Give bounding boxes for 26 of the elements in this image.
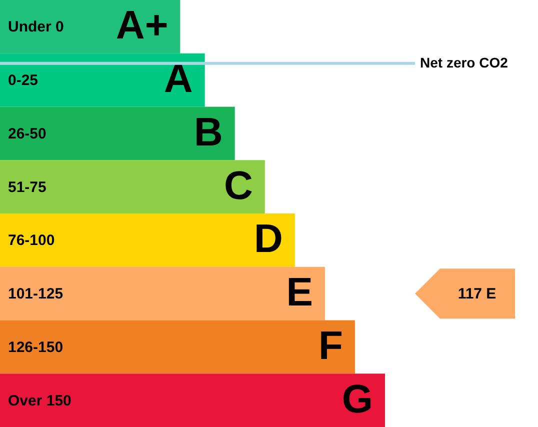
bar xyxy=(0,0,180,54)
bar xyxy=(0,106,235,160)
annotation: G xyxy=(342,377,373,422)
y-tick-label: 101-125 xyxy=(8,286,64,303)
y-tick-label: 0-25 xyxy=(8,72,38,90)
bar xyxy=(0,374,385,427)
bar xyxy=(0,266,325,320)
bar xyxy=(0,214,295,267)
bar xyxy=(0,160,265,214)
y-tick-label: 26-50 xyxy=(8,125,46,142)
y-tick-label: 126-150 xyxy=(8,338,64,356)
annotation: A xyxy=(164,57,193,102)
annotation: C xyxy=(224,164,253,208)
y-tick-label: Over 150 xyxy=(8,392,72,410)
ref-line-label: Net zero CO2 xyxy=(420,54,508,70)
text: 117 E xyxy=(458,286,496,303)
annotation: D xyxy=(254,217,283,262)
annotation: B xyxy=(194,110,223,154)
y-tick-label: 51-75 xyxy=(8,178,46,196)
annotation: A+ xyxy=(116,4,168,48)
y-tick-label: Under 0 xyxy=(8,18,64,36)
annotation: E xyxy=(286,270,313,315)
annotation: F xyxy=(318,324,343,368)
bar xyxy=(0,320,355,374)
bar xyxy=(0,53,205,107)
y-tick-label: 76-100 xyxy=(8,232,55,250)
